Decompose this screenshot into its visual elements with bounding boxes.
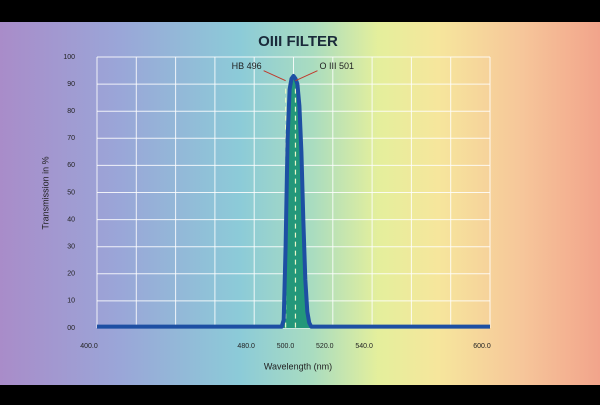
- y-tick-label: 20: [67, 271, 75, 278]
- annotation-leader: [295, 70, 318, 82]
- y-tick-label: 60: [67, 162, 75, 169]
- y-tick-label: 30: [67, 244, 75, 251]
- line: [97, 74, 490, 329]
- y-tick-label: 10: [67, 298, 75, 305]
- y-tick-label: 00: [67, 325, 75, 332]
- y-tick-label: 90: [67, 81, 75, 88]
- x-tick-label: 500.0: [277, 343, 295, 350]
- x-tick-label: 480.0: [237, 343, 255, 350]
- x-tick-label: 600.0: [473, 343, 491, 350]
- y-tick-label: 100: [63, 54, 75, 61]
- annotation-leader: [263, 70, 286, 82]
- chart-title: OIII FILTER: [258, 33, 338, 50]
- y-tick-label: 40: [67, 216, 75, 223]
- plot-area: 00 10 20 30 40 50 60 70 80 90 100 400.0 480.0 500.0 52…: [63, 54, 491, 350]
- x-axis-label: Wavelength (nm): [264, 361, 332, 371]
- x-tick-label: 520.0: [316, 343, 334, 350]
- y-tick-label: 50: [67, 189, 75, 196]
- x-tick-label: 540.0: [355, 343, 373, 350]
- y-tick-label: 80: [67, 108, 75, 115]
- annotation-label: HB 496: [232, 61, 262, 71]
- annotation-label: O III 501: [319, 61, 354, 71]
- y-tick-label: 70: [67, 135, 75, 142]
- x-tick-label: 400.0: [80, 343, 98, 350]
- y-axis-label: Transmission in %: [40, 156, 50, 229]
- area: [97, 76, 490, 328]
